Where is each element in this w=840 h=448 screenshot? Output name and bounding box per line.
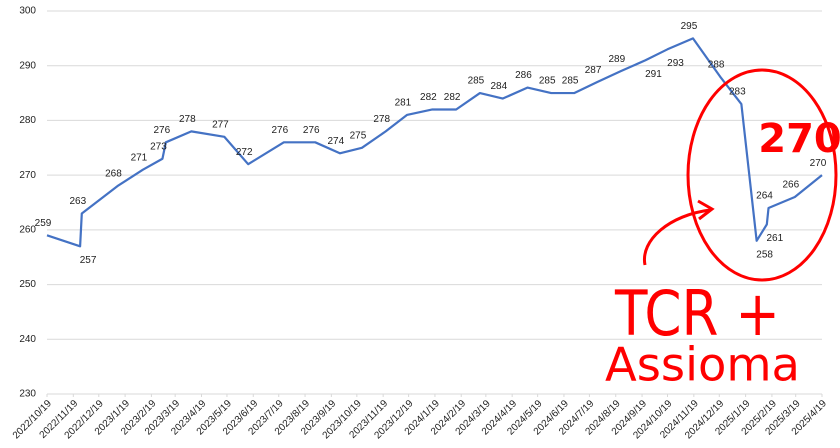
annotation-text: TCR + [614,277,780,350]
y-tick-label: 250 [19,279,36,290]
y-tick-label: 270 [19,170,36,181]
data-label: 273 [150,141,167,152]
data-label: 259 [35,218,52,229]
data-label: 276 [303,125,320,136]
annotation-value: 270 [758,116,840,162]
data-label: 283 [729,87,746,98]
data-label: 291 [645,69,662,80]
data-label: 258 [756,249,773,260]
y-tick-label: 280 [19,115,36,126]
data-label: 289 [608,54,625,65]
data-label: 270 [810,158,827,169]
data-label: 266 [782,180,799,191]
data-label: 287 [585,65,602,76]
data-label: 285 [562,76,579,87]
arrow-head [697,199,715,221]
data-label: 295 [681,21,698,32]
y-tick-label: 240 [19,334,36,345]
data-label: 268 [105,169,122,180]
y-tick-label: 290 [19,60,36,71]
line [46,37,823,248]
data-label: 274 [328,136,345,147]
data-label: 293 [667,58,684,69]
data-label: 277 [212,119,229,130]
data-label: 288 [708,59,725,70]
arrow [642,208,711,266]
data-label: 282 [420,92,437,103]
data-label: 281 [395,98,412,109]
data-label: 282 [444,92,461,103]
y-tick-label: 260 [19,224,36,235]
data-label: 257 [80,255,97,266]
data-label: 263 [69,196,86,207]
y-tick-label: 300 [19,6,36,17]
data-label: 276 [153,125,170,136]
data-label: 276 [271,125,288,136]
data-label: 285 [539,76,556,87]
data-label: 285 [468,76,485,87]
data-label: 275 [350,130,367,141]
highlight-circle [686,68,838,282]
data-label: 264 [756,191,773,202]
data-label: 278 [179,114,196,125]
data-label: 261 [766,233,783,244]
data-label: 278 [373,114,390,125]
data-label: 272 [236,147,253,158]
data-label: 286 [515,70,532,81]
y-tick-label: 230 [19,389,36,400]
data-label: 271 [131,152,148,163]
annotation-text: Assioma [605,338,800,392]
data-label: 284 [490,81,507,92]
